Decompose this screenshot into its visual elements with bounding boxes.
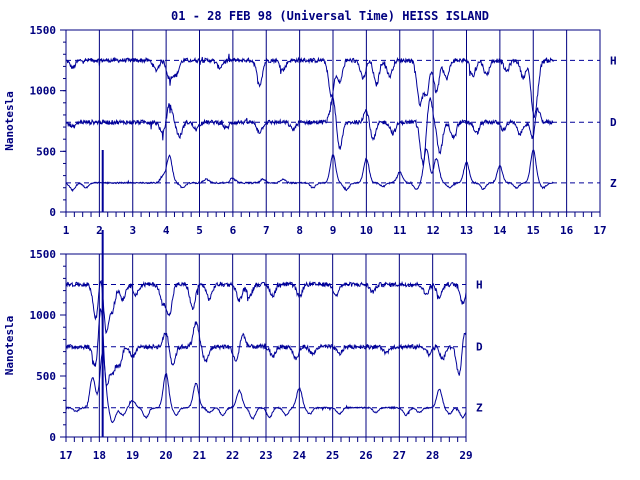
x-tick-label: 5 <box>196 224 203 237</box>
x-tick-label: 24 <box>293 449 307 462</box>
x-tick-label: 25 <box>326 449 339 462</box>
series-label-D: D <box>476 341 483 354</box>
x-tick-label: 6 <box>230 224 237 237</box>
chart-title: 01 - 28 FEB 98 (Universal Time) HEISS IS… <box>171 9 489 23</box>
y-tick-label: 1000 <box>30 309 57 322</box>
x-tick-label: 10 <box>360 224 373 237</box>
y-tick-label: 1500 <box>30 24 57 37</box>
x-tick-label: 7 <box>263 224 270 237</box>
x-tick-label: 9 <box>330 224 337 237</box>
series-line-H <box>65 279 467 335</box>
x-tick-label: 27 <box>393 449 406 462</box>
x-tick-label: 12 <box>427 224 440 237</box>
series-label-H: H <box>476 279 483 292</box>
y-tick-label: 500 <box>36 370 56 383</box>
series-label-Z: Z <box>610 177 617 190</box>
x-tick-label: 28 <box>426 449 439 462</box>
series-line-Z <box>65 147 554 193</box>
y-tick-label: 500 <box>36 145 56 158</box>
x-tick-label: 17 <box>593 224 606 237</box>
y-tick-label: 1500 <box>30 248 57 261</box>
x-tick-label: 29 <box>459 449 472 462</box>
x-tick-label: 1 <box>63 224 70 237</box>
x-tick-label: 17 <box>59 449 72 462</box>
series-label-Z: Z <box>476 402 483 415</box>
y-tick-label: 1000 <box>30 85 57 98</box>
x-tick-label: 19 <box>126 449 139 462</box>
series-line-D <box>65 308 467 387</box>
series-line-D <box>65 96 554 166</box>
y-tick-label: 0 <box>49 206 56 219</box>
series-label-H: H <box>610 54 617 67</box>
x-tick-label: 23 <box>259 449 272 462</box>
x-tick-label: 2 <box>96 224 103 237</box>
x-tick-label: 14 <box>493 224 507 237</box>
x-tick-label: 13 <box>460 224 473 237</box>
x-tick-label: 11 <box>393 224 407 237</box>
x-tick-label: 22 <box>226 449 239 462</box>
x-tick-label: 8 <box>296 224 303 237</box>
series-line-H <box>65 53 554 119</box>
series-label-D: D <box>610 116 617 129</box>
x-tick-label: 20 <box>159 449 172 462</box>
series-line-Z <box>65 352 467 424</box>
y-tick-label: 0 <box>49 431 56 444</box>
x-tick-label: 15 <box>527 224 540 237</box>
panel-top: 1 2 3 4 5 6 7 8 9 10 11 12 13 14 15 16 17050010001500Nan… <box>3 24 617 237</box>
x-tick-label: 4 <box>163 224 170 237</box>
x-tick-label: 26 <box>359 449 373 462</box>
y-axis-title: Nanotesla <box>3 91 16 151</box>
x-tick-label: 18 <box>93 449 106 462</box>
x-tick-label: 21 <box>193 449 207 462</box>
x-tick-label: 3 <box>129 224 136 237</box>
panel-bottom: 17 18 19 20 21 22 23 24 25 26 27 28 29 0 500 1000 1500 Na… <box>3 230 483 462</box>
x-tick-label: 16 <box>560 224 574 237</box>
y-axis-title: Nanotesla <box>3 316 16 376</box>
